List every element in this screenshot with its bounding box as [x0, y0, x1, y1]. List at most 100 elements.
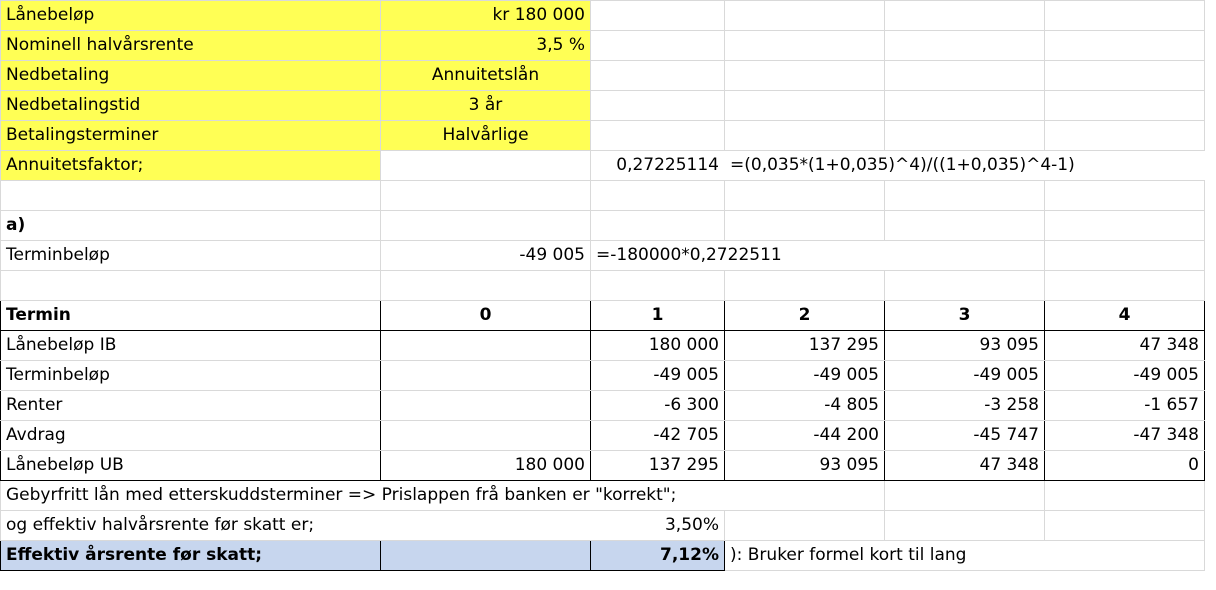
schedule-row-label[interactable]: Terminbeløp: [0, 360, 381, 391]
schedule-row-label[interactable]: Avdrag: [0, 420, 381, 451]
cell[interactable]: [1044, 90, 1205, 121]
schedule-cell[interactable]: [380, 330, 591, 361]
cell[interactable]: [380, 210, 591, 241]
cell[interactable]: [884, 480, 1045, 511]
schedule-cell[interactable]: -6 300: [590, 390, 725, 421]
schedule-cell[interactable]: 180 000: [590, 330, 725, 361]
cell[interactable]: [884, 240, 1045, 271]
effective-rate-label[interactable]: Effektiv årsrente før skatt;: [0, 540, 381, 571]
cell[interactable]: [0, 270, 381, 301]
cell[interactable]: [1044, 0, 1205, 31]
schedule-cell[interactable]: 47 348: [1044, 330, 1205, 361]
part-a-heading[interactable]: a): [0, 210, 381, 241]
cell[interactable]: [884, 510, 1045, 541]
cell[interactable]: [724, 0, 885, 31]
cell[interactable]: [884, 210, 1045, 241]
schedule-row-label[interactable]: Lånebeløp UB: [0, 450, 381, 481]
cell[interactable]: [1044, 240, 1205, 271]
schedule-cell[interactable]: -49 005: [884, 360, 1045, 391]
schedule-cell[interactable]: -49 005: [590, 360, 725, 391]
half-year-rate-value[interactable]: 3,50%: [590, 510, 725, 541]
cell[interactable]: [590, 120, 725, 151]
schedule-cell[interactable]: -49 005: [724, 360, 885, 391]
schedule-cell[interactable]: -42 705: [590, 420, 725, 451]
cell[interactable]: [884, 180, 1045, 211]
schedule-cell[interactable]: 137 295: [590, 450, 725, 481]
cell[interactable]: [724, 210, 885, 241]
cell[interactable]: [1044, 270, 1205, 301]
cell[interactable]: [1044, 180, 1205, 211]
cell[interactable]: [724, 90, 885, 121]
cell[interactable]: [380, 180, 591, 211]
cell[interactable]: [724, 480, 885, 511]
schedule-cell[interactable]: -49 005: [1044, 360, 1205, 391]
schedule-header-cell[interactable]: 1: [590, 300, 725, 331]
cell-value[interactable]: Annuitetslån: [380, 60, 591, 91]
cell[interactable]: [590, 0, 725, 31]
cell[interactable]: [724, 30, 885, 61]
cell[interactable]: [590, 60, 725, 91]
term-label[interactable]: Terminbeløp: [0, 240, 381, 271]
cell[interactable]: [884, 0, 1045, 31]
schedule-cell[interactable]: 137 295: [724, 330, 885, 361]
schedule-row-label[interactable]: Lånebeløp IB: [0, 330, 381, 361]
annuity-formula[interactable]: =(0,035*(1+0,035)^4)/((1+0,035)^4-1): [724, 150, 1205, 181]
schedule-cell[interactable]: -45 747: [884, 420, 1045, 451]
annuity-label[interactable]: Annuitetsfaktor;: [0, 150, 381, 181]
schedule-cell[interactable]: 47 348: [884, 450, 1045, 481]
schedule-cell[interactable]: -4 805: [724, 390, 885, 421]
schedule-cell[interactable]: -1 657: [1044, 390, 1205, 421]
cell[interactable]: [884, 90, 1045, 121]
cell-label[interactable]: Lånebeløp: [0, 0, 381, 31]
schedule-header-cell[interactable]: 2: [724, 300, 885, 331]
schedule-row-label[interactable]: Renter: [0, 390, 381, 421]
schedule-cell[interactable]: [380, 420, 591, 451]
cell[interactable]: [1044, 210, 1205, 241]
schedule-header-cell[interactable]: 4: [1044, 300, 1205, 331]
cell[interactable]: [0, 180, 381, 211]
schedule-cell[interactable]: -44 200: [724, 420, 885, 451]
cell-value[interactable]: 3,5 %: [380, 30, 591, 61]
term-value[interactable]: -49 005: [380, 240, 591, 271]
cell[interactable]: [884, 30, 1045, 61]
cell[interactable]: [724, 60, 885, 91]
half-year-rate-label[interactable]: og effektiv halvårsrente før skatt er;: [0, 510, 591, 541]
cell-label[interactable]: Nedbetaling: [0, 60, 381, 91]
cell-value[interactable]: kr 180 000: [380, 0, 591, 31]
cell-label[interactable]: Nedbetalingstid: [0, 90, 381, 121]
cell[interactable]: [724, 510, 885, 541]
schedule-cell[interactable]: [380, 390, 591, 421]
cell-label[interactable]: Nominell halvårsrente: [0, 30, 381, 61]
schedule-cell[interactable]: -47 348: [1044, 420, 1205, 451]
cell[interactable]: [884, 270, 1045, 301]
cell[interactable]: [380, 150, 591, 181]
schedule-cell[interactable]: [380, 360, 591, 391]
schedule-cell[interactable]: 180 000: [380, 450, 591, 481]
annuity-value[interactable]: 0,27225114: [590, 150, 725, 181]
schedule-cell[interactable]: 93 095: [724, 450, 885, 481]
schedule-header-cell[interactable]: Termin: [0, 300, 381, 331]
cell[interactable]: [724, 180, 885, 211]
cell-value[interactable]: Halvårlige: [380, 120, 591, 151]
cell[interactable]: [590, 210, 725, 241]
cell-value[interactable]: 3 år: [380, 90, 591, 121]
cell-label[interactable]: Betalingsterminer: [0, 120, 381, 151]
cell[interactable]: [380, 270, 591, 301]
cell[interactable]: [590, 90, 725, 121]
effective-rate-note[interactable]: ): Bruker formel kort til lang: [724, 540, 1045, 571]
schedule-cell[interactable]: 0: [1044, 450, 1205, 481]
cell[interactable]: [590, 30, 725, 61]
term-formula[interactable]: =-180000*0,2722511: [590, 240, 885, 271]
schedule-header-cell[interactable]: 3: [884, 300, 1045, 331]
cell[interactable]: [1044, 540, 1205, 571]
cell[interactable]: [724, 270, 885, 301]
cell[interactable]: [884, 60, 1045, 91]
cell[interactable]: [1044, 30, 1205, 61]
cell[interactable]: [1044, 510, 1205, 541]
effective-rate-value[interactable]: 7,12%: [590, 540, 725, 571]
cell[interactable]: [590, 270, 725, 301]
cell[interactable]: [380, 540, 591, 571]
note-text[interactable]: Gebyrfritt lån med etterskuddsterminer =…: [0, 480, 725, 511]
cell[interactable]: [724, 120, 885, 151]
schedule-header-cell[interactable]: 0: [380, 300, 591, 331]
